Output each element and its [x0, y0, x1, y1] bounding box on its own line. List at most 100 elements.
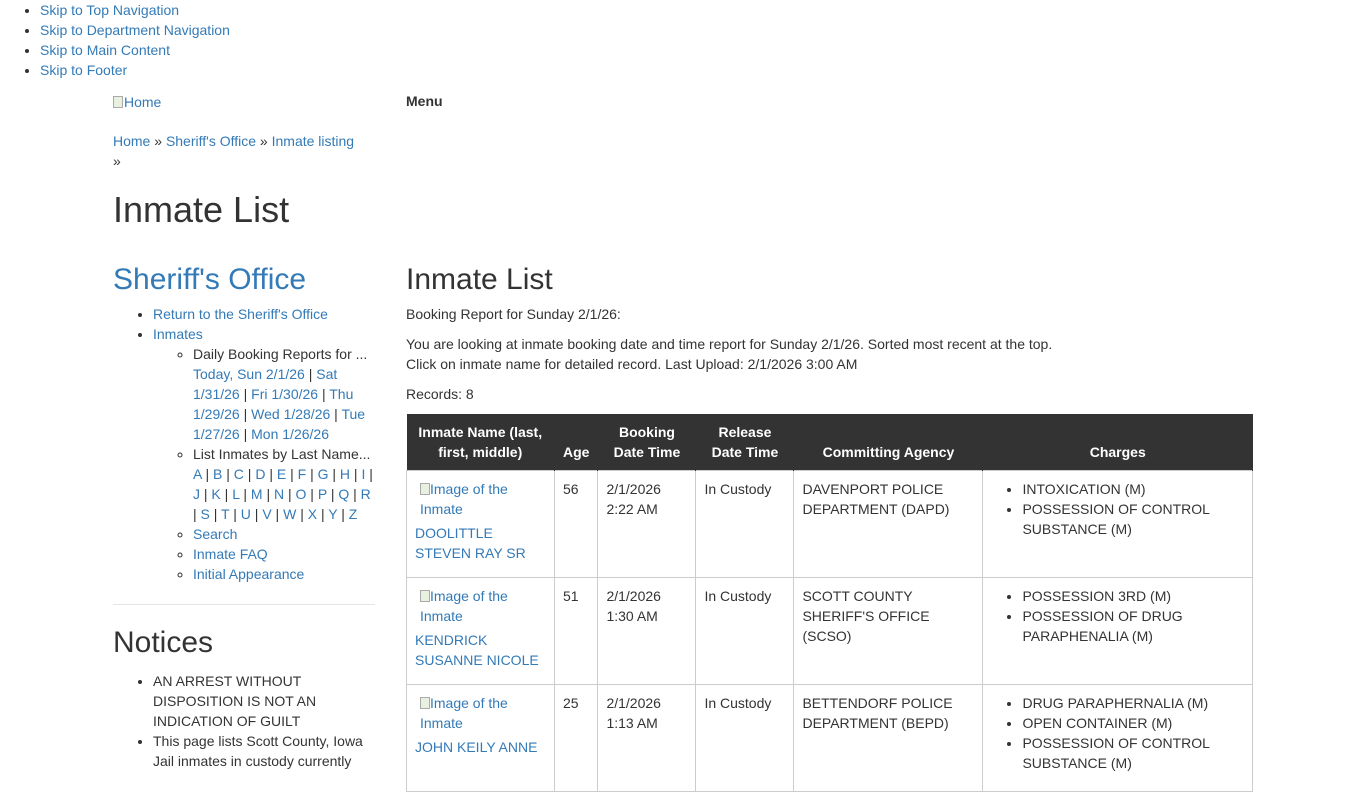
breadcrumb-home[interactable]: Home — [113, 133, 151, 149]
report-upload-note: Click on inmate name for detailed record… — [406, 356, 858, 372]
letter-link[interactable]: W — [283, 506, 297, 522]
letter-link[interactable]: K — [211, 486, 221, 502]
sidebar-item-inmates[interactable]: Inmates — [153, 326, 203, 342]
inmate-name-link[interactable]: KENDRICK SUSANNE NICOLE — [415, 632, 539, 668]
daily-report-link[interactable]: Sat 1/31/26 — [193, 366, 338, 402]
letter-link[interactable]: D — [255, 466, 266, 482]
charge-item: POSSESSION 3RD (M) — [1022, 586, 1244, 606]
report-description: You are looking at inmate booking date a… — [406, 336, 1053, 352]
daily-report-links: Today, Sun 2/1/26 | Sat 1/31/26 | Fri 1/… — [193, 366, 366, 442]
breadcrumb-sheriffs-office[interactable]: Sheriff's Office — [165, 133, 257, 149]
skip-link[interactable]: Skip to Main Content — [40, 42, 170, 58]
letter-link[interactable]: J — [193, 486, 200, 502]
daily-report-link[interactable]: Tue 1/27/26 — [193, 406, 366, 442]
menu-button[interactable]: Menu — [406, 93, 443, 109]
inmate-image-link[interactable]: Image of the Inmate — [415, 693, 546, 733]
age-cell: 56 — [553, 470, 599, 578]
report-subtitle: Booking Report for Sunday 2/1/26: — [406, 306, 621, 322]
release-cell: In Custody — [695, 577, 795, 685]
main-content: Inmate List Booking Report for Sunday 2/… — [406, 262, 1253, 792]
notice-item: AN ARREST WITHOUT DISPOSITION IS NOT AN … — [153, 671, 375, 731]
letter-link[interactable]: X — [307, 506, 318, 522]
letter-link[interactable]: U — [240, 506, 251, 522]
letter-link[interactable]: P — [317, 486, 327, 502]
letter-link[interactable]: A — [193, 466, 202, 482]
broken-image-icon — [420, 697, 430, 709]
letter-link[interactable]: N — [273, 486, 285, 502]
letter-link[interactable]: S — [200, 506, 210, 522]
agency-cell: SCOTT COUNTY SHERIFF'S OFFICE (SCSO) — [793, 577, 984, 685]
charge-item: POSSESSION OF DRUG PARAPHENALIA (M) — [1022, 606, 1244, 646]
sidebar-title-link[interactable]: Sheriff's Office — [113, 263, 307, 296]
col-age: Age — [554, 414, 599, 471]
broken-image-icon — [420, 590, 430, 602]
charges-cell: DRUG PARAPHERNALIA (M)OPEN CONTAINER (M)… — [982, 684, 1253, 792]
broken-image-icon — [420, 483, 430, 495]
letter-link[interactable]: M — [250, 486, 263, 502]
sidebar-initial-appearance-link[interactable]: Initial Appearance — [193, 566, 305, 582]
page-title: Inmate List — [113, 189, 290, 230]
letter-link[interactable]: T — [221, 506, 230, 522]
age-cell: 51 — [553, 577, 599, 685]
col-release: Release Date Time — [695, 414, 795, 471]
booking-cell: 2/1/2026 1:13 AM — [597, 684, 697, 792]
age-cell: 25 — [553, 684, 599, 792]
letter-link[interactable]: Q — [338, 486, 350, 502]
letter-link[interactable]: E — [276, 466, 287, 482]
sidebar-search-link[interactable]: Search — [193, 526, 238, 542]
charge-item: POSSESSION OF CONTROL SUBSTANCE (M) — [1022, 499, 1244, 539]
home-logo-link[interactable]: Home — [113, 92, 161, 112]
daily-report-link[interactable]: Fri 1/30/26 — [251, 386, 319, 402]
table-row: Image of the Inmate JOHN KEILY ANNE 25 2/… — [406, 684, 1253, 792]
letter-link[interactable]: I — [361, 466, 366, 482]
breadcrumb-inmate-listing[interactable]: Inmate listing — [271, 133, 355, 149]
col-charges: Charges — [982, 414, 1253, 471]
col-booking: Booking Date Time — [597, 414, 697, 471]
inmate-image-alt: Image of the Inmate — [420, 588, 508, 624]
letter-link[interactable]: L — [232, 486, 240, 502]
inmate-name-link[interactable]: DOOLITTLE STEVEN RAY SR — [415, 525, 526, 561]
sidebar-faq-link[interactable]: Inmate FAQ — [193, 546, 268, 562]
sidebar-item-return[interactable]: Return to the Sheriff's Office — [153, 306, 328, 322]
daily-report-link[interactable]: Wed 1/28/26 — [251, 406, 331, 422]
daily-report-link[interactable]: Mon 1/26/26 — [251, 426, 329, 442]
letter-link[interactable]: B — [213, 466, 223, 482]
daily-report-link[interactable]: Today, Sun 2/1/26 — [193, 366, 305, 382]
table-row: Image of the Inmate KENDRICK SUSANNE NICO… — [406, 577, 1253, 685]
release-cell: In Custody — [695, 684, 795, 792]
letter-link[interactable]: H — [339, 466, 351, 482]
letter-link[interactable]: C — [233, 466, 244, 482]
notice-item: This page lists Scott County, Iowa Jail … — [153, 731, 375, 771]
table-row: Image of the Inmate DOOLITTLE STEVEN RAY … — [406, 470, 1253, 578]
sidebar: Sheriff's Office Return to the Sheriff's… — [113, 260, 375, 771]
letter-link[interactable]: V — [262, 506, 272, 522]
letter-link[interactable]: R — [360, 486, 371, 502]
inmate-table: Inmate Name (last, first, middle) Age Bo… — [406, 414, 1253, 792]
daily-report-link[interactable]: Thu 1/29/26 — [193, 386, 354, 422]
skip-link[interactable]: Skip to Top Navigation — [40, 2, 180, 18]
agency-cell: BETTENDORF POLICE DEPARTMENT (BEPD) — [793, 684, 984, 792]
charge-item: DRUG PARAPHERNALIA (M) — [1022, 693, 1244, 713]
skip-link[interactable]: Skip to Department Navigation — [40, 22, 230, 38]
breadcrumb-sep: » — [113, 153, 121, 169]
inmate-image-alt: Image of the Inmate — [420, 695, 508, 731]
agency-cell: DAVENPORT POLICE DEPARTMENT (DAPD) — [793, 470, 984, 578]
skip-links: Skip to Top Navigation Skip to Department… — [0, 0, 230, 80]
inmate-name-link[interactable]: JOHN KEILY ANNE — [415, 739, 538, 755]
release-cell: In Custody — [695, 470, 795, 578]
charge-item: OPEN CONTAINER (M) — [1022, 713, 1244, 733]
records-count: Records: 8 — [406, 386, 474, 402]
charges-cell: INTOXICATION (M)POSSESSION OF CONTROL SU… — [982, 470, 1253, 578]
letter-link[interactable]: Z — [348, 506, 358, 522]
letter-link[interactable]: Y — [328, 506, 338, 522]
breadcrumb-sep: » — [154, 133, 163, 149]
inmate-image-link[interactable]: Image of the Inmate — [415, 586, 546, 626]
breadcrumb-sep: » — [259, 133, 268, 149]
col-agency: Committing Agency — [793, 414, 984, 471]
letter-link[interactable]: O — [295, 486, 307, 502]
letter-link[interactable]: G — [317, 466, 329, 482]
letter-link[interactable]: F — [297, 466, 307, 482]
skip-link[interactable]: Skip to Footer — [40, 62, 128, 78]
charge-item: INTOXICATION (M) — [1022, 479, 1244, 499]
inmate-image-link[interactable]: Image of the Inmate — [415, 479, 546, 519]
